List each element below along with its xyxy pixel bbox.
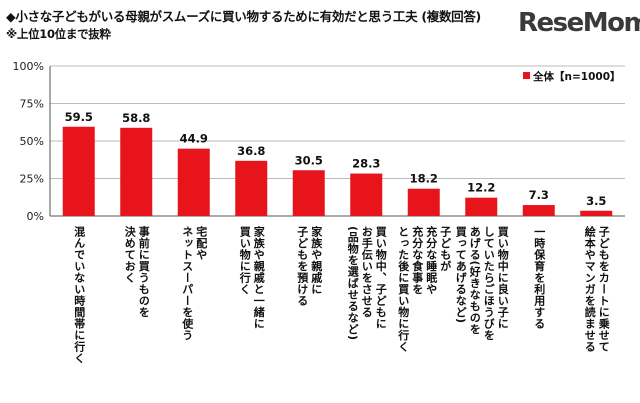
data-label: 36.8 <box>237 144 265 158</box>
category-label: 買い物中、子どもに お手伝いをさせる (品物を選ばせるなど) <box>346 226 388 341</box>
y-tick-label: 50% <box>20 135 44 148</box>
y-tick-label: 25% <box>20 173 44 186</box>
category-label: 子どもが 充分な睡眠や 充分な食事を とった後に買い物に行く <box>396 226 452 353</box>
category-label: 家族や親戚に 子どもを預ける <box>295 226 323 307</box>
data-label: 58.8 <box>122 111 150 125</box>
data-label: 30.5 <box>295 153 323 167</box>
category-label: 家族や親戚と一緒に 買い物に行く <box>238 226 266 330</box>
legend-label: 全体【n=1000】 <box>532 70 621 83</box>
bar <box>62 126 95 216</box>
chart-title: ◆小さな子どもがいる母親がスムーズに買い物するために有効だと思う工夫 (複数回答… <box>6 9 481 24</box>
y-tick-label: 100% <box>13 60 44 73</box>
bar <box>522 205 555 216</box>
data-label: 3.5 <box>586 194 606 208</box>
category-label: 一時保育を利用する <box>532 226 546 330</box>
category-label: 子どもをカートに乗せて 絵本やマンガを読ませる <box>583 226 611 353</box>
bar <box>120 127 153 216</box>
bar <box>350 173 383 216</box>
category-label: 事前に買うものを 決めておく <box>123 226 151 318</box>
data-label: 12.2 <box>467 181 495 195</box>
data-label: 44.9 <box>180 132 208 146</box>
chart-note: ※上位10位まで抜粋 <box>6 27 111 41</box>
bar <box>580 210 613 216</box>
data-label: 7.3 <box>529 188 549 202</box>
y-tick-label: 0% <box>27 210 44 223</box>
category-label: 買い物中に良い子に していたらごほうびを あげる(好きなものを 買ってあげるなど… <box>454 226 510 341</box>
bar <box>465 197 498 216</box>
data-label: 28.3 <box>352 157 380 171</box>
data-label: 59.5 <box>65 110 93 124</box>
resemom-logo: ReseMom <box>518 8 640 38</box>
legend-swatch <box>523 72 530 79</box>
category-label: 宅配や ネットスーパーを使う <box>180 226 208 341</box>
data-label: 18.2 <box>410 172 438 186</box>
y-tick-label: 75% <box>20 98 44 111</box>
bar <box>177 148 210 216</box>
category-label: 混んでいない時間帯に行く <box>72 226 86 364</box>
bar <box>235 160 268 216</box>
bar <box>407 188 440 216</box>
bar <box>292 170 325 216</box>
